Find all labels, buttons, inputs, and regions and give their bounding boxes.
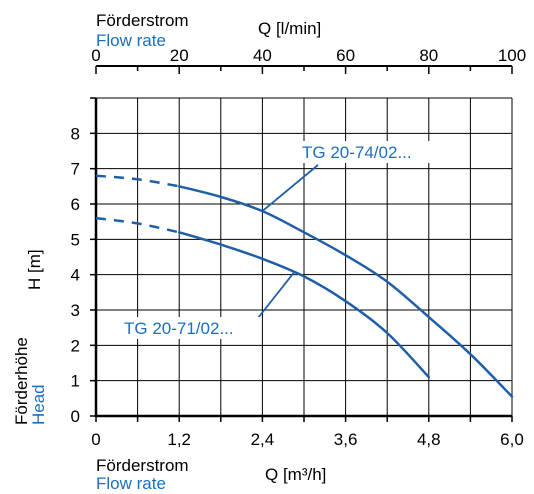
x-axis-unit-label: Q [m³/h]	[265, 465, 326, 484]
y-axis-tick-label: 3	[71, 301, 80, 320]
y-axis-tick-label: 2	[71, 336, 80, 355]
series-label-tg-20-71: TG 20-71/02...	[124, 319, 234, 338]
labels: Förderstrom Flow rate Q [l/min] Förderst…	[12, 11, 526, 493]
x-axis-tick-label: 2,4	[251, 430, 275, 449]
top-axis-tick-label: 60	[336, 46, 355, 65]
series-curves	[95, 164, 514, 398]
y-axis-tick-label: 0	[71, 407, 80, 426]
top-axis-tick-label: 100	[498, 46, 526, 65]
y-axis-title-de: Förderhöhe	[12, 337, 31, 425]
series-label-tg-20-74: TG 20-74/02...	[302, 143, 412, 162]
y-axis-tick-label: 7	[71, 160, 80, 179]
x-axis-tick-label: 0	[91, 430, 100, 449]
x-axis-title-de: Förderstrom	[96, 456, 189, 475]
top-axis-unit-label: Q [l/min]	[258, 19, 321, 38]
top-axis-tick-label: 40	[253, 46, 272, 65]
x-axis-tick-label: 1,2	[167, 430, 191, 449]
y-axis-tick-label: 1	[71, 372, 80, 391]
series-leader-line	[257, 272, 295, 319]
x-axis-tick-label: 6,0	[500, 430, 524, 449]
series-curve	[177, 231, 431, 379]
axes	[90, 65, 513, 422]
top-axis-tick-label: 20	[170, 46, 189, 65]
y-axis-tick-label: 4	[71, 266, 80, 285]
top-axis-tick-label: 0	[91, 46, 100, 65]
series-leader-line	[261, 164, 319, 212]
series-curve-dashed	[95, 174, 180, 188]
top-axis-title-en: Flow rate	[96, 31, 166, 50]
y-axis-title-en: Head	[29, 384, 48, 425]
x-axis-tick-label: 4,8	[417, 430, 441, 449]
y-axis-tick-label: 5	[71, 230, 80, 249]
top-axis-tick-label: 80	[419, 46, 438, 65]
y-axis-unit-label: H [m]	[25, 249, 44, 290]
y-axis-tick-label: 6	[71, 195, 80, 214]
x-axis-tick-label: 3,6	[334, 430, 358, 449]
series-curve	[177, 185, 514, 398]
series-label-background	[299, 141, 439, 163]
y-axis-tick-label: 8	[71, 124, 80, 143]
series-curve-dashed	[95, 216, 180, 234]
series-label-background	[121, 317, 261, 339]
top-axis-title-de: Förderstrom	[96, 11, 189, 30]
x-axis-title-en: Flow rate	[96, 474, 166, 493]
